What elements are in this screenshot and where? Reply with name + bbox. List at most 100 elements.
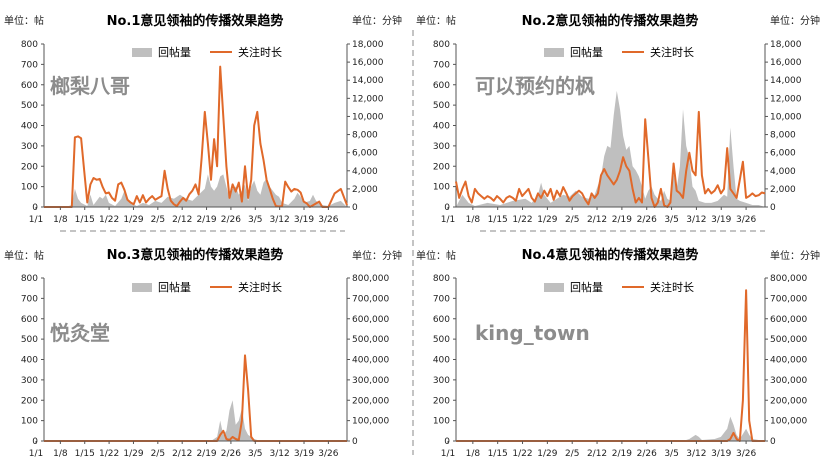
legend-label-line: 关注时长: [650, 45, 694, 59]
legend-label-line: 关注时长: [650, 280, 694, 294]
influencer-name: 悦灸堂: [50, 321, 110, 345]
chart-title: No.3意见领袖的传播效果趋势: [107, 247, 284, 263]
right-tick-label: 10,000: [770, 112, 802, 122]
right-tick-label: 300,000: [770, 376, 807, 386]
influencer-name: king_town: [475, 321, 590, 345]
left-tick-label: 300: [21, 376, 38, 386]
left-tick-label: 100: [433, 183, 450, 193]
left-tick-label: 800: [433, 274, 450, 284]
chart-panel-2: No.2意见领袖的传播效果趋势 单位：帖 单位：分钟 0 100 200 300 400 500…: [416, 13, 820, 225]
left-tick-label: 800: [21, 40, 38, 50]
legend-swatch-area: [544, 48, 564, 57]
right-tick-label: 200,000: [770, 396, 807, 406]
right-axis-unit: 单位：分钟: [770, 249, 820, 262]
right-tick-label: 4,000: [352, 167, 378, 177]
left-tick-label: 700: [21, 60, 38, 70]
x-tick-label: 1/1: [441, 215, 455, 225]
right-tick-label: 300,000: [352, 376, 389, 386]
right-tick-label: 6,000: [770, 149, 796, 159]
right-tick-label: 12,000: [352, 94, 384, 104]
x-tick-label: 1/8: [53, 215, 68, 225]
chart-panel-3: No.3意见领袖的传播效果趋势 单位：帖 单位：分钟 0 100 200 300 400 500…: [4, 247, 402, 459]
right-tick-label: 400,000: [352, 356, 389, 366]
x-tick-label: 3/19: [711, 215, 731, 225]
x-tick-label: 2/12: [172, 215, 192, 225]
left-tick-label: 300: [433, 142, 450, 152]
legend-label-area: 回帖量: [158, 281, 191, 294]
x-tick-label: 3/12: [270, 449, 290, 459]
x-tick-label: 1/22: [99, 449, 119, 459]
left-tick-label: 600: [21, 315, 38, 325]
right-tick-label: 0: [770, 203, 776, 213]
right-tick-label: 200,000: [352, 396, 389, 406]
line-series-attention-duration: [44, 65, 348, 208]
x-tick-label: 1/1: [29, 215, 43, 225]
left-tick-label: 200: [21, 162, 38, 172]
left-tick-label: 500: [21, 335, 38, 345]
left-axis-unit: 单位：帖: [4, 249, 44, 262]
legend-label-area: 回帖量: [158, 46, 191, 59]
x-tick-label: 3/5: [664, 215, 678, 225]
line-series-attention-duration: [456, 289, 765, 442]
x-tick-label: 2/26: [221, 449, 241, 459]
x-tick-label: 2/19: [612, 215, 632, 225]
left-tick-label: 200: [433, 162, 450, 172]
left-tick-label: 400: [21, 356, 38, 366]
x-tick-label: 2/19: [196, 449, 216, 459]
right-tick-label: 700,000: [352, 294, 389, 304]
left-tick-label: 100: [433, 417, 450, 427]
x-tick-label: 1/8: [53, 449, 68, 459]
x-tick-label: 3/12: [686, 449, 706, 459]
legend-swatch-area: [544, 283, 564, 292]
x-tick-label: 2/5: [151, 215, 165, 225]
chart-panel-1: No.1意见领袖的传播效果趋势 单位：帖 单位：分钟 0 100 200 300 400 500…: [4, 13, 402, 225]
right-tick-label: 2,000: [770, 185, 796, 195]
right-tick-label: 6,000: [352, 149, 378, 159]
left-tick-label: 700: [433, 60, 450, 70]
influencer-name: 可以预约的枫: [475, 74, 595, 98]
x-tick-label: 1/22: [99, 215, 119, 225]
legend-swatch-area: [132, 283, 152, 292]
right-tick-label: 18,000: [352, 40, 384, 50]
x-tick-label: 1/22: [512, 215, 532, 225]
line-series-attention-duration: [455, 110, 766, 208]
right-tick-label: 12,000: [770, 94, 802, 104]
x-tick-label: 3/5: [664, 449, 678, 459]
left-tick-label: 400: [433, 122, 450, 132]
x-tick-label: 2/26: [637, 449, 657, 459]
x-tick-label: 2/26: [221, 215, 241, 225]
x-tick-label: 2/19: [612, 449, 632, 459]
x-tick-label: 2/12: [172, 449, 192, 459]
x-tick-label: 1/1: [441, 449, 455, 459]
right-tick-label: 8,000: [770, 131, 796, 141]
right-tick-label: 2,000: [352, 185, 378, 195]
right-tick-label: 100,000: [770, 417, 807, 427]
right-tick-label: 10,000: [352, 112, 384, 122]
left-tick-label: 800: [433, 40, 450, 50]
x-tick-label: 3/19: [294, 449, 314, 459]
right-tick-label: 800,000: [352, 274, 389, 284]
right-tick-label: 800,000: [770, 274, 807, 284]
left-tick-label: 700: [433, 294, 450, 304]
x-tick-label: 3/12: [270, 215, 290, 225]
x-tick-label: 1/29: [537, 215, 557, 225]
right-tick-label: 4,000: [770, 167, 796, 177]
x-tick-label: 2/12: [587, 449, 607, 459]
x-tick-label: 2/26: [637, 215, 657, 225]
x-tick-label: 1/29: [537, 449, 557, 459]
right-axis-unit: 单位：分钟: [352, 14, 402, 27]
left-tick-label: 400: [433, 356, 450, 366]
left-tick-label: 200: [433, 396, 450, 406]
area-series-reply-count: [456, 416, 765, 441]
right-axis-unit: 单位：分钟: [352, 249, 402, 262]
left-tick-label: 0: [32, 437, 38, 447]
x-tick-label: 2/5: [565, 215, 579, 225]
x-tick-label: 3/26: [318, 449, 338, 459]
left-tick-label: 500: [21, 101, 38, 111]
left-axis-unit: 单位：帖: [416, 249, 456, 262]
left-tick-label: 600: [433, 81, 450, 91]
x-tick-label: 3/19: [711, 449, 731, 459]
left-tick-label: 300: [21, 142, 38, 152]
x-tick-label: 3/26: [318, 215, 338, 225]
right-tick-label: 100,000: [352, 417, 389, 427]
